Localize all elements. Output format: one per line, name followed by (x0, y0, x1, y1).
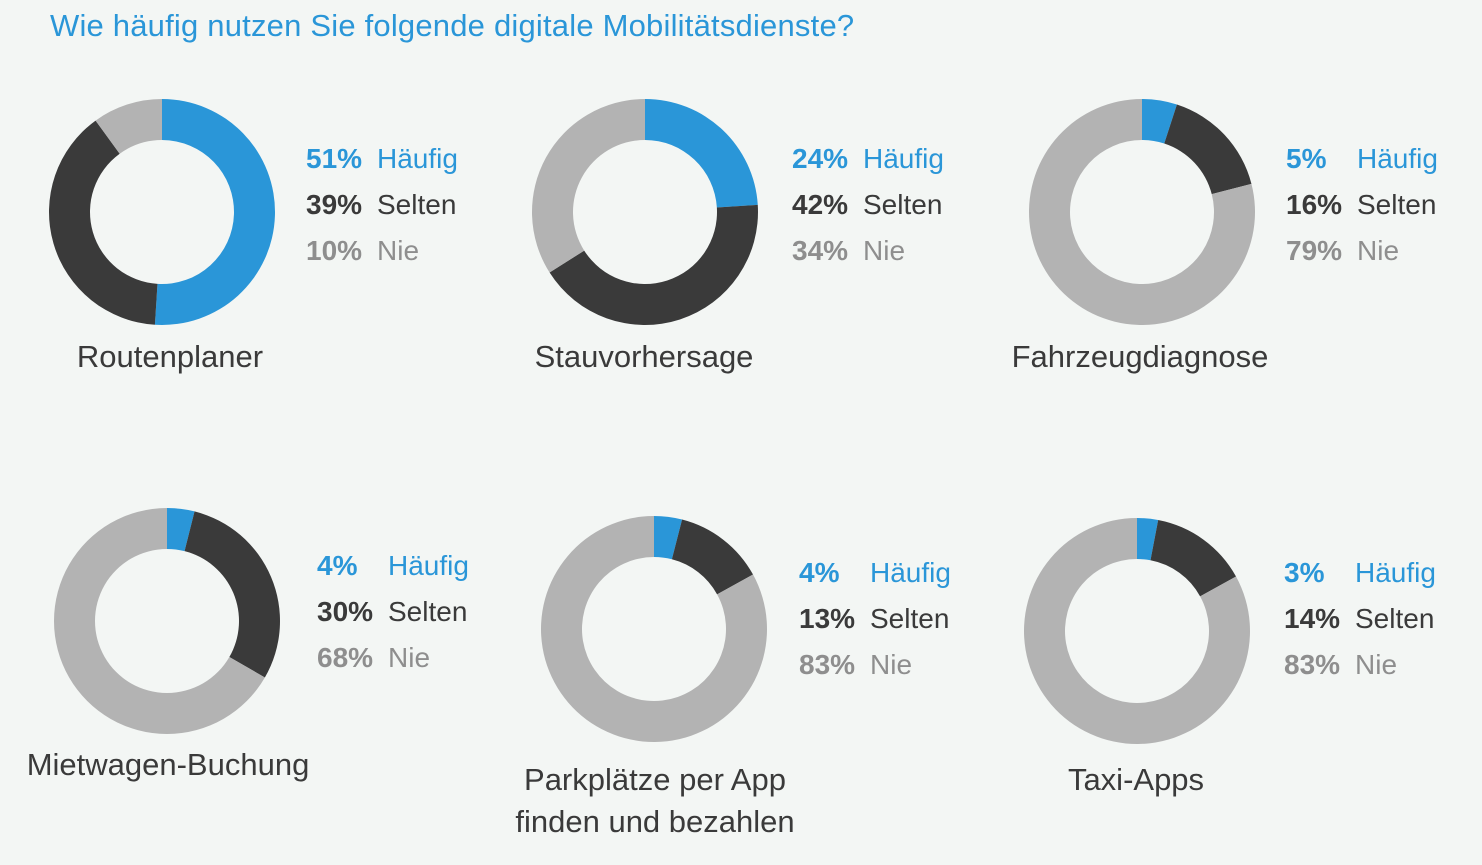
donut-slice-nie (95, 99, 162, 154)
legend-item-nie: 83% Nie (1284, 642, 1436, 688)
legend-label-haeufig: Häufig (870, 557, 951, 588)
donut (531, 98, 759, 326)
donut-slice-nie (1029, 99, 1255, 325)
page-title: Wie häufig nutzen Sie folgende digitale … (50, 8, 855, 43)
chart-legend: 4% Häufig 30% Selten 68% Nie (317, 543, 469, 681)
chart-title: Taxi-Apps (1067, 762, 1205, 797)
legend-item-haeufig: 3% Häufig (1284, 550, 1436, 596)
chart-title: Routenplaner (76, 339, 264, 374)
donut-slice-haeufig (645, 99, 758, 208)
legend-item-selten: 30% Selten (317, 589, 469, 635)
data-label-selten: 14% (1284, 603, 1341, 634)
donut-svg (49, 99, 276, 325)
legend-item-nie: 68% Nie (317, 635, 469, 681)
legend-label-haeufig: Häufig (863, 143, 944, 174)
data-label-selten: 30% (317, 596, 374, 627)
data-label-nie: 34% (792, 235, 849, 266)
donut-slice-haeufig (154, 99, 276, 325)
legend-label-nie: Nie (870, 649, 913, 680)
legend-label-selten: Selten (863, 189, 943, 220)
donut-slice-nie (532, 99, 645, 273)
donut (1023, 517, 1251, 745)
donut-slice-selten (549, 204, 758, 325)
legend-label-selten: Selten (870, 603, 950, 634)
legend-label-nie: Nie (1355, 649, 1398, 680)
donut-slice-haeufig (1142, 99, 1177, 144)
donut-slice-nie (53, 508, 265, 734)
chart-legend: 3% Häufig 14% Selten 83% Nie (1284, 550, 1436, 688)
legend-item-selten: 13% Selten (799, 596, 951, 642)
legend-item-haeufig: 51% Häufig (306, 136, 458, 182)
legend-item-nie: 83% Nie (799, 642, 951, 688)
donut-slice-haeufig (654, 516, 683, 560)
donut-slice-haeufig (167, 508, 195, 552)
donut-slice-nie (1024, 518, 1250, 744)
chart-title: Parkplätze per App finden und bezahlen (515, 762, 795, 839)
donut-svg (1024, 518, 1250, 744)
data-label-haeufig: 4% (317, 550, 358, 581)
legend-item-nie: 10% Nie (306, 228, 458, 274)
legend-item-nie: 79% Nie (1286, 228, 1438, 274)
chart-legend: 5% Häufig 16% Selten 79% Nie (1286, 136, 1438, 274)
legend-item-selten: 39% Selten (306, 182, 458, 228)
legend-item-haeufig: 4% Häufig (317, 543, 469, 589)
legend-label-nie: Nie (1357, 235, 1400, 266)
donut-svg (53, 508, 280, 734)
legend-label-selten: Selten (377, 189, 457, 220)
legend-label-haeufig: Häufig (388, 550, 469, 581)
legend-label-nie: Nie (388, 642, 431, 673)
donut-svg (532, 99, 758, 325)
donut-slice-selten (1164, 104, 1252, 195)
data-label-nie: 10% (306, 235, 363, 266)
data-label-selten: 42% (792, 189, 849, 220)
data-label-selten: 13% (799, 603, 856, 634)
donut-slice-selten (184, 511, 280, 678)
legend-item-haeufig: 4% Häufig (799, 550, 951, 596)
legend-item-selten: 42% Selten (792, 182, 944, 228)
chart-title: Mietwagen-Buchung (26, 747, 310, 782)
legend-item-haeufig: 24% Häufig (792, 136, 944, 182)
data-label-nie: 83% (799, 649, 856, 680)
donut-slice-selten (1150, 520, 1237, 597)
donut-slice-haeufig (1137, 518, 1159, 561)
donut-slice-selten (49, 120, 158, 325)
donut-svg (1029, 99, 1255, 325)
legend-label-haeufig: Häufig (1357, 143, 1438, 174)
chart-legend: 51% Häufig 39% Selten 10% Nie (306, 136, 458, 274)
legend-label-selten: Selten (1355, 603, 1435, 634)
legend-label-haeufig: Häufig (377, 143, 458, 174)
donut (540, 515, 768, 743)
legend-label-selten: Selten (388, 596, 468, 627)
data-label-haeufig: 24% (792, 143, 849, 174)
donut-slice-selten (671, 519, 754, 595)
donut (48, 98, 276, 326)
data-label-nie: 79% (1286, 235, 1343, 266)
chart-title: Stauvorhersage (534, 339, 754, 374)
data-label-nie: 83% (1284, 649, 1341, 680)
data-label-selten: 16% (1286, 189, 1343, 220)
data-label-haeufig: 5% (1286, 143, 1327, 174)
donut (1028, 98, 1256, 326)
chart-legend: 24% Häufig 42% Selten 34% Nie (792, 136, 944, 274)
chart-title: Fahrzeugdiagnose (1011, 339, 1269, 374)
legend-item-haeufig: 5% Häufig (1286, 136, 1438, 182)
donut-svg (541, 516, 767, 742)
legend-label-nie: Nie (377, 235, 420, 266)
donut-slice-nie (541, 516, 767, 742)
donut (53, 507, 281, 735)
legend-label-nie: Nie (863, 235, 906, 266)
legend-item-selten: 16% Selten (1286, 182, 1438, 228)
legend-item-selten: 14% Selten (1284, 596, 1436, 642)
data-label-haeufig: 51% (306, 143, 363, 174)
data-label-haeufig: 4% (799, 557, 840, 588)
data-label-haeufig: 3% (1284, 557, 1325, 588)
chart-legend: 4% Häufig 13% Selten 83% Nie (799, 550, 951, 688)
data-label-selten: 39% (306, 189, 363, 220)
legend-item-nie: 34% Nie (792, 228, 944, 274)
legend-label-selten: Selten (1357, 189, 1437, 220)
legend-label-haeufig: Häufig (1355, 557, 1436, 588)
data-label-nie: 68% (317, 642, 374, 673)
